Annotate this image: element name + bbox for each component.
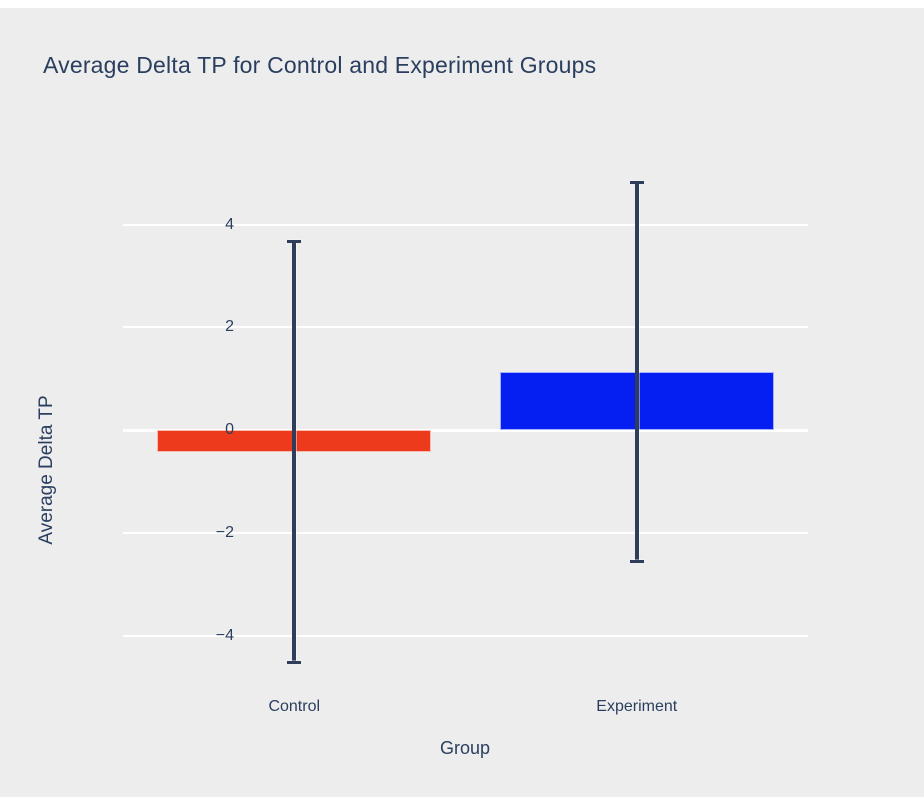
gridline	[123, 532, 808, 535]
y-tick-label: −2	[215, 524, 234, 542]
y-tick-label: 0	[225, 421, 234, 439]
y-tick-label: 2	[225, 318, 234, 336]
x-tick-label-experiment: Experiment	[596, 698, 678, 715]
error-bar-experiment	[634, 180, 639, 564]
error-bar-cap-bottom	[629, 560, 644, 564]
error-bar-cap-top	[287, 240, 302, 243]
y-tick-label: −4	[215, 627, 234, 644]
chart-title: Average Delta TP for Control and Experim…	[43, 52, 597, 78]
y-tick-label: 4	[225, 215, 234, 233]
y-axis-title: Average Delta TP	[36, 395, 57, 545]
error-bar-cap-bottom	[287, 660, 302, 664]
gridline	[123, 326, 808, 329]
gridline	[123, 635, 808, 637]
plot-area[interactable]	[123, 150, 808, 690]
gridline	[123, 223, 808, 226]
zero-gridline	[123, 429, 808, 433]
error-bar-control	[292, 240, 297, 664]
x-axis-title: Group	[439, 738, 491, 758]
x-tick-label-control: Control	[268, 698, 321, 715]
error-bar-cap-top	[629, 180, 644, 184]
